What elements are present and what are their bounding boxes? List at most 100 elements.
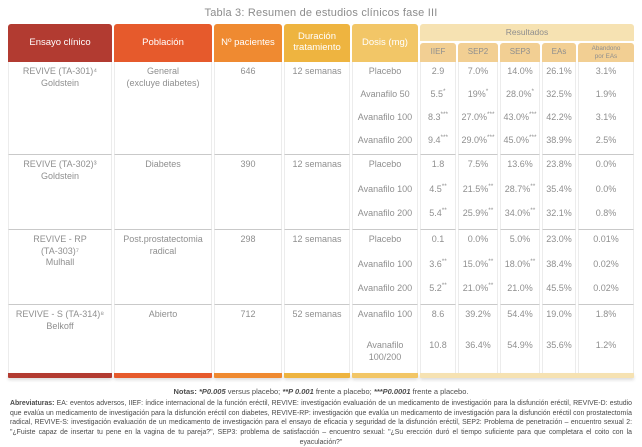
- result-abandono: 3.1%: [578, 108, 634, 131]
- result-iief: 8.6: [420, 304, 456, 327]
- significance-note: **P 0.001: [282, 387, 314, 396]
- study-row: REVIVE - S (TA-314)⁸ Belkoff Abierto 712 52…: [8, 304, 634, 373]
- dose-cell: Avanafilo 200: [352, 131, 418, 154]
- result-eas: 26.1%: [542, 62, 576, 85]
- header-row-main: Ensayo clínico Población Nº pacientes Durac…: [8, 24, 634, 62]
- result-sep3: 13.6%: [500, 154, 540, 180]
- study-name: REVIVE - RP (TA-303)⁷ Mulhall: [8, 229, 112, 304]
- result-sep2: 15.0%**: [458, 254, 498, 280]
- study-name-text: REVIVE - S (TA-314)⁸ Belkoff: [15, 309, 105, 331]
- dose-cell: Avanafilo 200: [352, 204, 418, 229]
- dose-cell: Placebo: [352, 229, 418, 255]
- result-sep3: 54.4%: [500, 304, 540, 327]
- significance-asterisks: ***: [528, 111, 537, 118]
- result-sep3: 43.0%***: [500, 108, 540, 131]
- result-sep2: 7.0%: [458, 62, 498, 85]
- header-num-pacientes: Nº pacientes: [214, 24, 282, 62]
- note-text: frente a placebo.: [410, 387, 469, 396]
- significance-asterisks: ***: [528, 134, 537, 141]
- abbreviations: Abreviaturas: EA: eventos adversos, IIEF…: [10, 399, 632, 447]
- study-row: REVIVE (TA-302)³ Goldstein Diabetes 390 12 …: [8, 154, 634, 229]
- result-abandono: 0.02%: [578, 254, 634, 280]
- dose-cell: Avanafilo 100/200: [352, 326, 418, 373]
- result-eas: 23.0%: [542, 229, 576, 255]
- population-cell: Post.prostatectomia radical: [114, 229, 212, 304]
- duration-cell: 12 semanas: [284, 154, 350, 229]
- result-iief: 5.4**: [420, 204, 456, 229]
- header-duracion-tratamiento: Duración tratamiento: [284, 24, 350, 62]
- result-abandono: 1.9%: [578, 85, 634, 108]
- result-sep3: 21.0%: [500, 279, 540, 304]
- header-ensayo-clinico: Ensayo clínico: [8, 24, 112, 62]
- study-row: Avanafilo 50 5.5* 19%* 28.0%* 32.5% 1.9%: [8, 85, 634, 108]
- result-sep3: 5.0%: [500, 229, 540, 255]
- significance-asterisks: ***: [486, 134, 495, 141]
- patients-cell: 390: [214, 154, 282, 229]
- result-sep3: 28.7%**: [500, 179, 540, 205]
- dose-cell: Avanafilo 100: [352, 179, 418, 205]
- dose-cell: Placebo: [352, 62, 418, 85]
- result-sep3: 28.0%*: [500, 85, 540, 108]
- result-abandono: 3.1%: [578, 62, 634, 85]
- significance-asterisks: *: [485, 88, 489, 95]
- table-title: Tabla 3: Resumen de estudios clínicos fa…: [204, 7, 438, 19]
- significance-asterisks: **: [530, 182, 536, 190]
- significance-asterisks: *: [442, 88, 446, 95]
- bottom-color-bar: [8, 373, 634, 378]
- result-sep3: 54.9%: [500, 326, 540, 373]
- subheader-eas: EAs: [542, 43, 576, 62]
- result-eas: 35.4%: [542, 179, 576, 205]
- study-row: REVIVE (TA-301)⁴ Goldstein General (exclu…: [8, 62, 634, 154]
- result-sep2: 25.9%**: [458, 204, 498, 229]
- header-poblacion: Población: [114, 24, 212, 62]
- notes-line: Notas: *P0.005 versus placebo; **P 0.001…: [0, 387, 642, 396]
- result-iief: 10.8: [420, 326, 456, 373]
- result-iief: 1.8: [420, 154, 456, 180]
- significance-asterisks: **: [488, 257, 494, 265]
- result-eas: 35.6%: [542, 326, 576, 373]
- dose-cell: Avanafilo 200: [352, 279, 418, 304]
- duration-cell: 12 semanas: [284, 229, 350, 304]
- study-row: Avanafilo 100 3.6** 15.0%** 18.0%** 38.4% 0.0…: [8, 254, 634, 280]
- result-sep3: 14.0%: [500, 62, 540, 85]
- duration-cell: 52 semanas: [284, 304, 350, 373]
- result-sep2: 7.5%: [458, 154, 498, 180]
- table-header: Ensayo clínico Población Nº pacientes Durac…: [8, 24, 634, 62]
- dose-cell: Placebo: [352, 154, 418, 180]
- significance-asterisks: **: [530, 207, 536, 215]
- result-iief: 5.2**: [420, 279, 456, 304]
- subheader-sep2: SEP2: [458, 43, 498, 62]
- dose-cell: Avanafilo 100: [352, 304, 418, 327]
- color-bar-segment: [214, 373, 282, 378]
- dose-cell: Avanafilo 100: [352, 108, 418, 131]
- patients-cell: 712: [214, 304, 282, 373]
- result-iief: 9.4***: [420, 131, 456, 154]
- result-iief: 8.3***: [420, 108, 456, 131]
- header-resultados: Resultados: [420, 24, 634, 43]
- result-iief: 0.1: [420, 229, 456, 255]
- significance-asterisks: ***: [486, 111, 495, 118]
- subheader-iief: IIEF: [420, 43, 456, 62]
- color-bar-segment: [420, 373, 634, 378]
- subheader-abandono: Abandono por EAs: [578, 43, 634, 62]
- abbreviations-label: Abreviaturas:: [10, 400, 55, 407]
- study-row: Avanafilo 200 9.4*** 29.0%*** 45.0%*** 38.9%…: [8, 131, 634, 154]
- result-sep2: 21.0%**: [458, 279, 498, 304]
- result-abandono: 1.2%: [578, 326, 634, 373]
- significance-asterisks: *: [531, 88, 535, 95]
- study-name: REVIVE (TA-302)³ Goldstein: [8, 154, 112, 229]
- result-abandono: 0.01%: [578, 229, 634, 255]
- population-cell: General (excluye diabetes): [114, 62, 212, 154]
- result-abandono: 0.8%: [578, 204, 634, 229]
- significance-asterisks: **: [488, 182, 494, 190]
- study-row: Avanafilo 100/200 10.8 36.4% 54.9% 35.6% 1.2%: [8, 326, 634, 373]
- population-cell: Abierto: [114, 304, 212, 373]
- study-row: REVIVE - RP (TA-303)⁷ Mulhall Post.prosta…: [8, 229, 634, 304]
- study-name-text: REVIVE (TA-301)⁴ Goldstein: [22, 66, 98, 88]
- result-eas: 42.2%: [542, 108, 576, 131]
- result-iief: 4.5**: [420, 179, 456, 205]
- study-row: Avanafilo 200 5.4** 25.9%** 34.0%** 32.1% 0.8…: [8, 204, 634, 229]
- significance-note: ***P0.0001: [373, 387, 411, 396]
- color-bar-segment: [114, 373, 212, 378]
